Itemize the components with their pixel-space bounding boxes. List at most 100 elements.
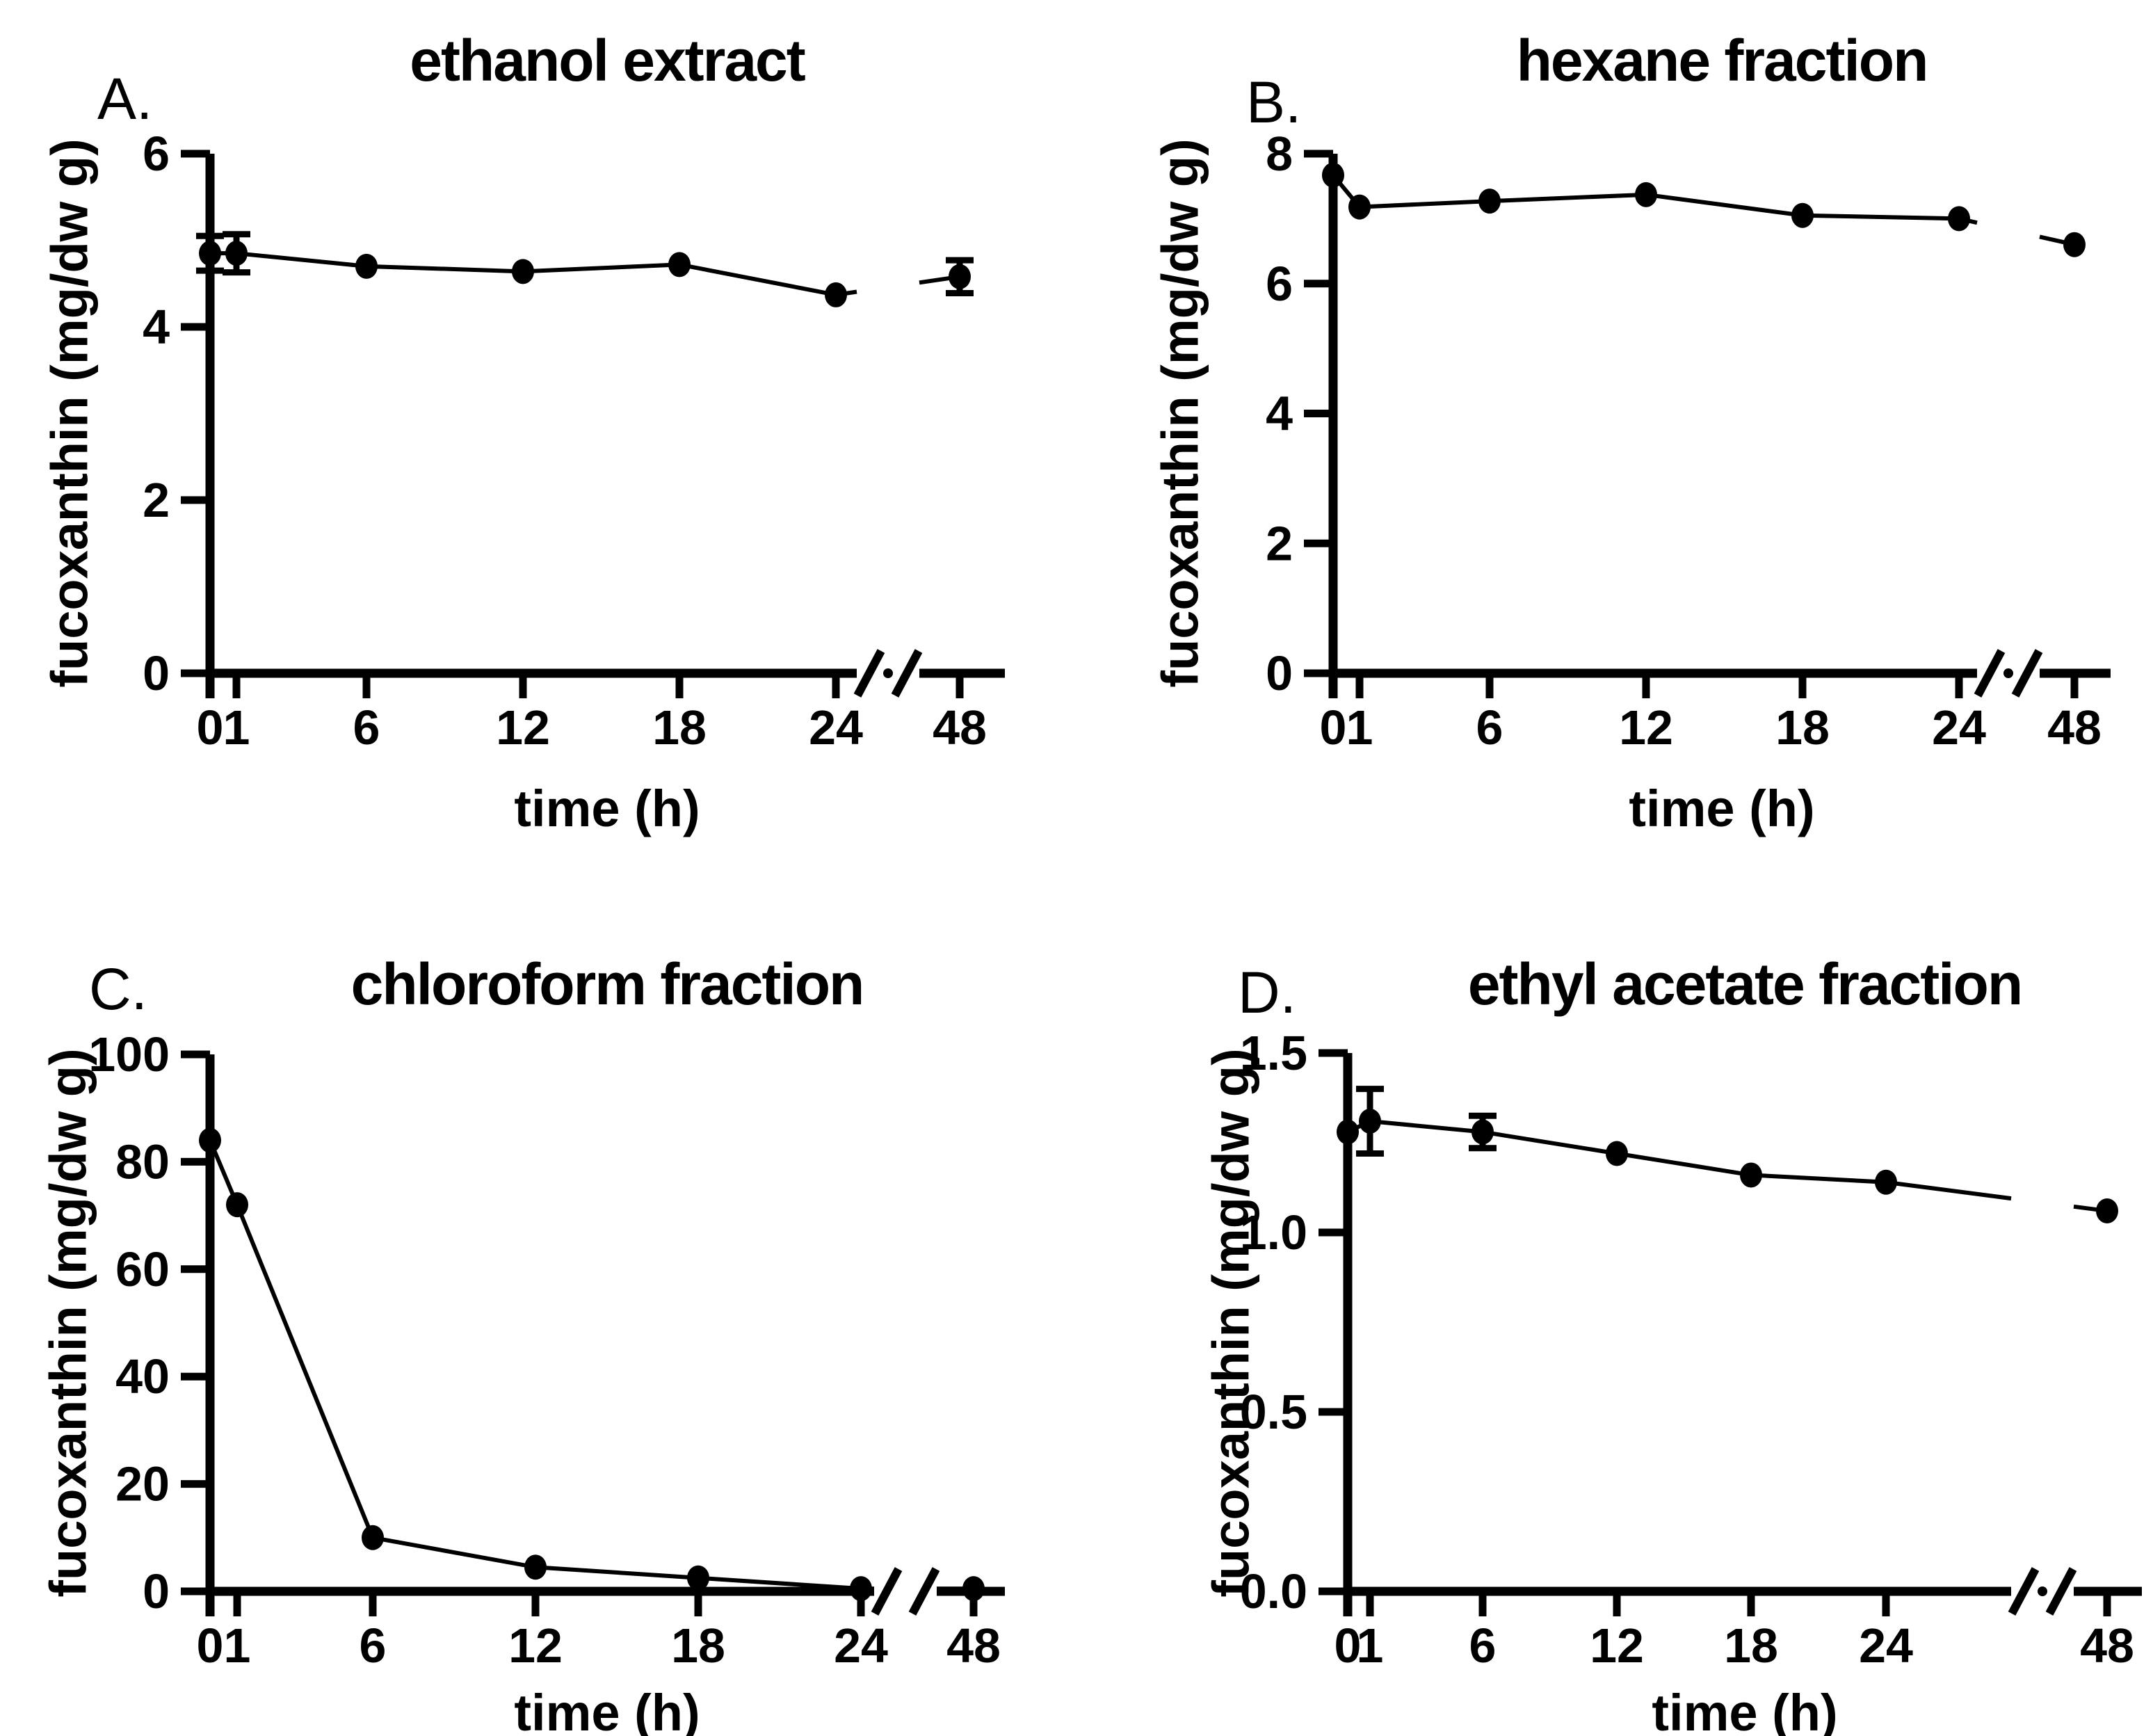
x-tick-label: 18 [1724,1618,1778,1673]
panel-letter: B. [1246,70,1301,135]
x-tick-label: 0 [197,1618,224,1673]
data-point [199,241,221,266]
data-point [1635,182,1657,207]
series-line [697,1575,862,1591]
y-tick-label: 0.5 [1240,1385,1307,1439]
y-tick-label: 100 [88,1027,170,1082]
series-line [1750,1173,1887,1184]
x-tick-label: 6 [353,700,380,755]
series-line [522,262,680,274]
data-point [199,1127,221,1153]
y-tick-label: 0 [1266,646,1293,700]
series-line [235,1204,375,1538]
series-line [1489,192,1647,204]
panel-ethyl-acetate-fraction: D. ethyl acetate fraction fucoxanthin (m… [1104,874,2153,1736]
panel-chloroform-fraction: C. chloroform fraction fucoxanthin (mg/d… [28,874,1104,1736]
axis-break-slash [2011,649,2043,698]
x-axis-label: time (h) [514,1684,700,1736]
data-point [225,241,248,266]
y-tick-label: 2 [143,473,170,527]
x-tick-label: 24 [1932,700,1986,755]
panel-letter: D. [1238,960,1296,1025]
x-tick-label: 12 [496,700,550,755]
x-tick-label: 12 [1590,1618,1644,1673]
y-tick-label: 4 [143,300,170,354]
y-tick-label: 1.0 [1240,1205,1307,1260]
x-tick-label: 24 [1859,1618,1913,1673]
y-axis-label: fucoxanthin (mg/dw g) [41,138,99,687]
x-tick-label: 6 [360,1618,387,1673]
data-point [2096,1198,2118,1224]
panel-ethanol-extract: A. ethanol extract fucoxanthin (mg/dw g)… [28,11,1104,874]
x-tick-label: 1 [223,700,250,755]
plot-hexane-fraction: B. hexane fraction fucoxanthin (mg/dw g)… [1152,28,2111,837]
series-line [1616,1151,1752,1178]
y-tick-label: 8 [1266,127,1293,181]
x-axis-label: time (h) [514,780,700,837]
panel-hexane-fraction: B. hexane fraction fucoxanthin (mg/dw g)… [1104,11,2153,874]
axis-break-slash [2008,1567,2040,1616]
data-point [355,253,378,279]
series-line [1802,213,1960,221]
y-tick-label: 0 [143,646,170,700]
data-point [512,259,534,284]
y-tick-label: 2 [1266,516,1293,570]
y-axis-label: fucoxanthin (mg/dw g) [1152,138,1209,687]
panel-letter: C. [89,956,147,1022]
series-line [679,262,837,297]
data-point [1791,202,1814,228]
series-line [372,1535,536,1570]
y-tick-label: 80 [115,1134,170,1189]
plot-chloroform-fraction: C. chloroform fraction fucoxanthin (mg/d… [40,951,1005,1736]
chart-title: hexane fraction [1517,28,1928,93]
x-tick-label: 0 [1334,1618,1362,1673]
data-point [687,1565,709,1591]
x-tick-label: 1 [1346,700,1373,755]
panel-letter: A. [97,66,152,131]
x-tick-label: 0 [1320,700,1347,755]
chart-title: ethyl acetate fraction [1468,951,2022,1017]
plot-ethanol-extract: A. ethanol extract fucoxanthin (mg/dw g)… [41,28,1005,837]
data-point [362,1525,384,1550]
data-point [2063,232,2086,257]
series-line [236,251,367,268]
axis-break-slash [2045,1567,2077,1616]
series-line [366,264,524,274]
data-point [226,1192,248,1218]
x-tick-label: 24 [834,1618,888,1673]
y-tick-label: 20 [115,1457,170,1511]
y-tick-label: 6 [143,127,170,181]
y-tick-label: 0 [143,1564,170,1618]
chart-title: ethanol extract [410,28,805,93]
axis-break-slash [908,1567,940,1616]
plot-ethyl-acetate-fraction: D. ethyl acetate fraction fucoxanthin (m… [1202,951,2142,1736]
x-tick-label: 24 [809,700,863,755]
y-tick-label: 40 [115,1349,170,1404]
data-point [668,252,691,278]
axis-break-slash [871,1567,903,1616]
data-point [1478,188,1501,214]
x-tick-label: 6 [1469,1618,1497,1673]
x-tick-label: 48 [933,700,987,755]
y-tick-label: 0.0 [1240,1564,1307,1618]
y-tick-label: 6 [1266,257,1293,311]
data-point [1471,1119,1494,1145]
series-line [1482,1130,1618,1156]
data-point [1740,1162,1762,1188]
axis-break-slash [891,649,923,698]
series-line [535,1565,699,1580]
axis-break-dot [2038,1586,2047,1596]
axis-break-dot [883,668,893,678]
axis-break-dot [2003,668,2013,678]
y-axis-label: fucoxanthin (mg/dw g) [40,1048,97,1597]
x-tick-label: 12 [1619,700,1673,755]
series-line [1645,192,1803,218]
data-point [1948,206,1970,232]
data-point [1337,1119,1359,1145]
x-tick-label: 48 [946,1618,1001,1673]
data-point [949,264,971,289]
data-point [825,282,847,307]
axis-break-slash [853,649,885,698]
y-tick-label: 60 [115,1242,170,1296]
